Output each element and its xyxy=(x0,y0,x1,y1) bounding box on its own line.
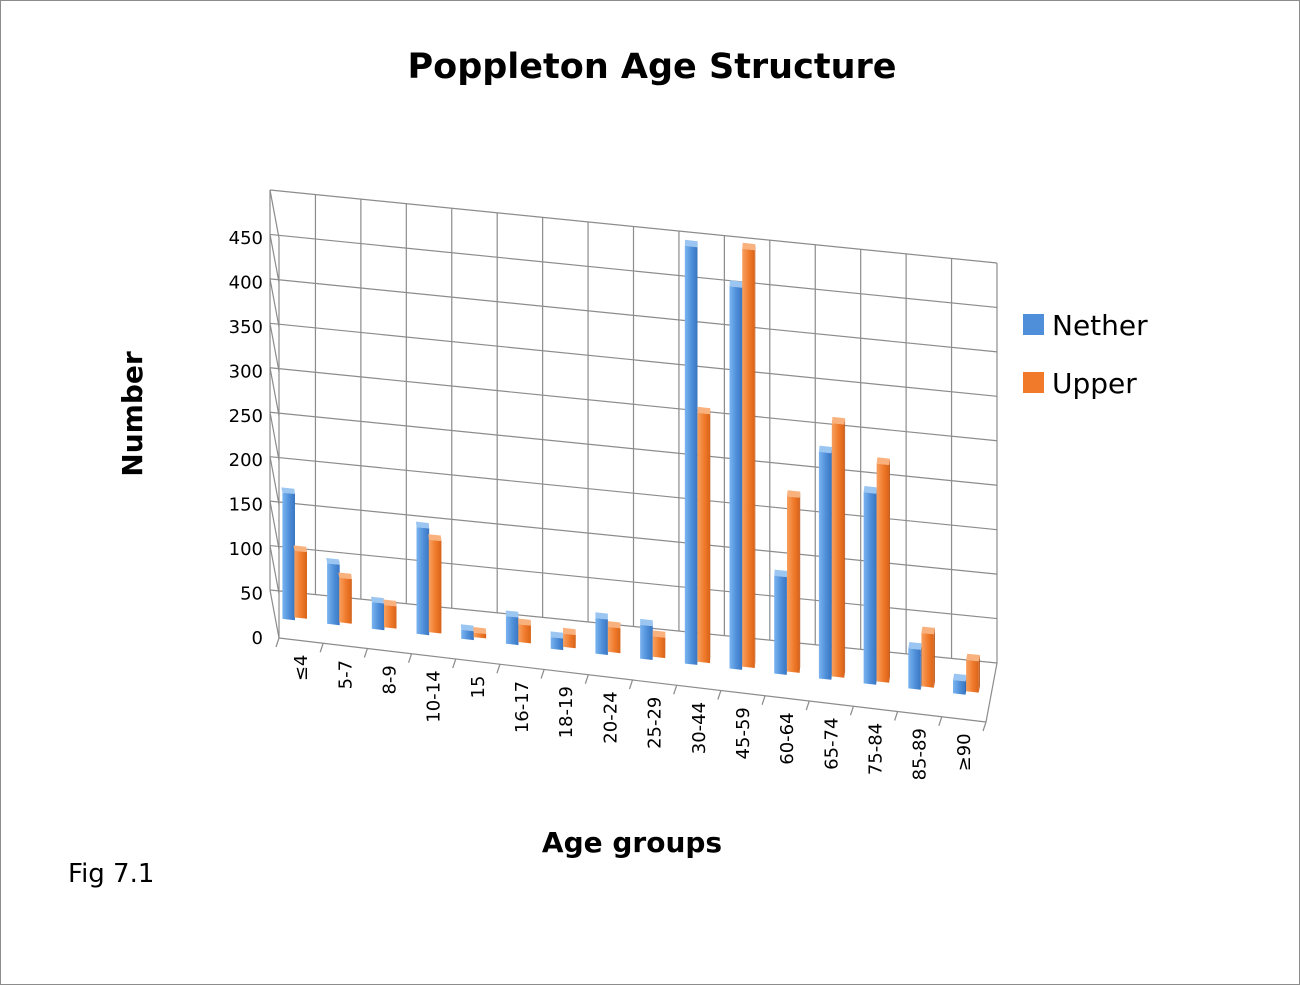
bar-nether xyxy=(416,521,430,636)
sidewall-line xyxy=(269,189,280,239)
x-tick-label: 8-9 xyxy=(380,665,401,694)
sidewall-line xyxy=(269,323,280,372)
x-tick-label: 25-29 xyxy=(645,697,666,749)
sidewall-line xyxy=(269,589,280,639)
bar-nether xyxy=(371,596,385,631)
x-tick-label: ≤4 xyxy=(291,655,312,682)
y-tick-label: 50 xyxy=(240,584,263,605)
sidewall-line xyxy=(269,501,280,550)
x-tick-label: 30-44 xyxy=(689,702,710,754)
bar-nether xyxy=(818,445,833,680)
x-tick-label: ≥90 xyxy=(954,733,975,771)
x-tick-label: 20-24 xyxy=(600,691,621,743)
bar-upper xyxy=(966,653,980,693)
bar-upper xyxy=(428,534,442,634)
x-tick-mark xyxy=(407,653,413,663)
x-axis-title: Age groups xyxy=(542,826,722,859)
y-tick-label: 100 xyxy=(229,539,263,560)
x-tick-mark xyxy=(496,664,501,674)
x-tick-mark xyxy=(363,648,368,658)
sidewall-line xyxy=(269,367,280,416)
x-tick-mark xyxy=(275,637,280,648)
x-tick-label: 16-17 xyxy=(512,681,533,733)
x-tick-label: 60-64 xyxy=(777,712,798,764)
bar-nether xyxy=(729,280,743,670)
x-tick-mark xyxy=(894,711,899,721)
sidewall-line xyxy=(269,545,280,594)
bar-upper xyxy=(652,630,666,659)
bar-nether xyxy=(640,618,653,660)
x-tick-mark xyxy=(319,643,324,653)
bar-upper xyxy=(697,406,711,664)
x-tick-mark xyxy=(717,690,722,700)
legend-swatch xyxy=(1023,372,1044,393)
x-tick-label: 10-14 xyxy=(424,670,445,722)
x-tick-label: 5-7 xyxy=(335,660,356,689)
x-tick-label: 85-89 xyxy=(910,728,931,780)
bar-upper xyxy=(338,572,352,624)
x-tick-label: 45-59 xyxy=(733,707,754,759)
x-tick-mark xyxy=(540,669,545,679)
legend-swatch xyxy=(1023,314,1044,335)
bar-upper xyxy=(607,621,621,654)
bar-nether xyxy=(505,610,519,646)
bar-upper xyxy=(742,242,756,669)
legend-item-upper: Upper xyxy=(1023,367,1137,400)
floor-edge xyxy=(985,662,998,723)
bar-nether xyxy=(684,239,698,665)
x-tick-mark xyxy=(673,685,678,695)
x-tick-label: 65-74 xyxy=(821,718,842,770)
legend-item-nether: Nether xyxy=(1023,309,1148,342)
x-tick-mark xyxy=(628,679,634,690)
x-tick-mark xyxy=(761,695,766,705)
bar-nether xyxy=(908,642,922,690)
sidewall-line xyxy=(269,278,280,327)
bar-upper xyxy=(473,627,487,639)
bar-nether xyxy=(460,624,474,641)
bar-nether xyxy=(863,486,877,685)
x-tick-label: 15 xyxy=(468,676,489,699)
sidewall-line xyxy=(269,412,280,461)
bar-upper xyxy=(518,618,531,644)
y-axis-title: Number xyxy=(116,351,149,477)
bar-upper xyxy=(563,627,576,649)
bar-nether xyxy=(550,631,564,651)
y-tick-label: 150 xyxy=(229,495,263,516)
bar-nether xyxy=(281,487,295,621)
bar-nether xyxy=(953,673,967,695)
x-tick-mark xyxy=(584,674,589,684)
legend-label: Nether xyxy=(1052,309,1148,342)
y-tick-label: 300 xyxy=(229,361,263,382)
legend-label: Upper xyxy=(1052,367,1137,400)
x-tick-mark xyxy=(452,658,457,669)
y-tick-label: 200 xyxy=(229,450,263,471)
bar-upper xyxy=(921,626,935,688)
bar-upper xyxy=(831,416,846,678)
sidewall-line xyxy=(269,234,280,283)
bar-upper xyxy=(787,490,801,673)
x-tick-mark xyxy=(805,700,810,711)
y-tick-label: 350 xyxy=(229,317,263,338)
bar-upper xyxy=(293,545,307,619)
figure-caption: Fig 7.1 xyxy=(68,859,154,889)
bar-upper xyxy=(383,599,397,629)
x-tick-mark xyxy=(938,716,943,726)
y-tick-label: 450 xyxy=(229,228,263,249)
y-tick-label: 250 xyxy=(229,406,263,427)
y-tick-label: 400 xyxy=(229,272,263,293)
bar-upper xyxy=(876,457,890,683)
chart-title: Poppleton Age Structure xyxy=(408,47,897,87)
x-tick-label: 18-19 xyxy=(556,686,577,738)
x-tick-mark xyxy=(982,721,987,732)
sidewall-line xyxy=(269,456,280,505)
bar-nether xyxy=(326,558,340,626)
x-tick-mark xyxy=(849,706,855,716)
bar-nether xyxy=(595,612,608,655)
y-tick-label: 0 xyxy=(252,628,263,649)
bar-nether xyxy=(774,569,788,675)
x-tick-label: 75-84 xyxy=(865,723,886,775)
